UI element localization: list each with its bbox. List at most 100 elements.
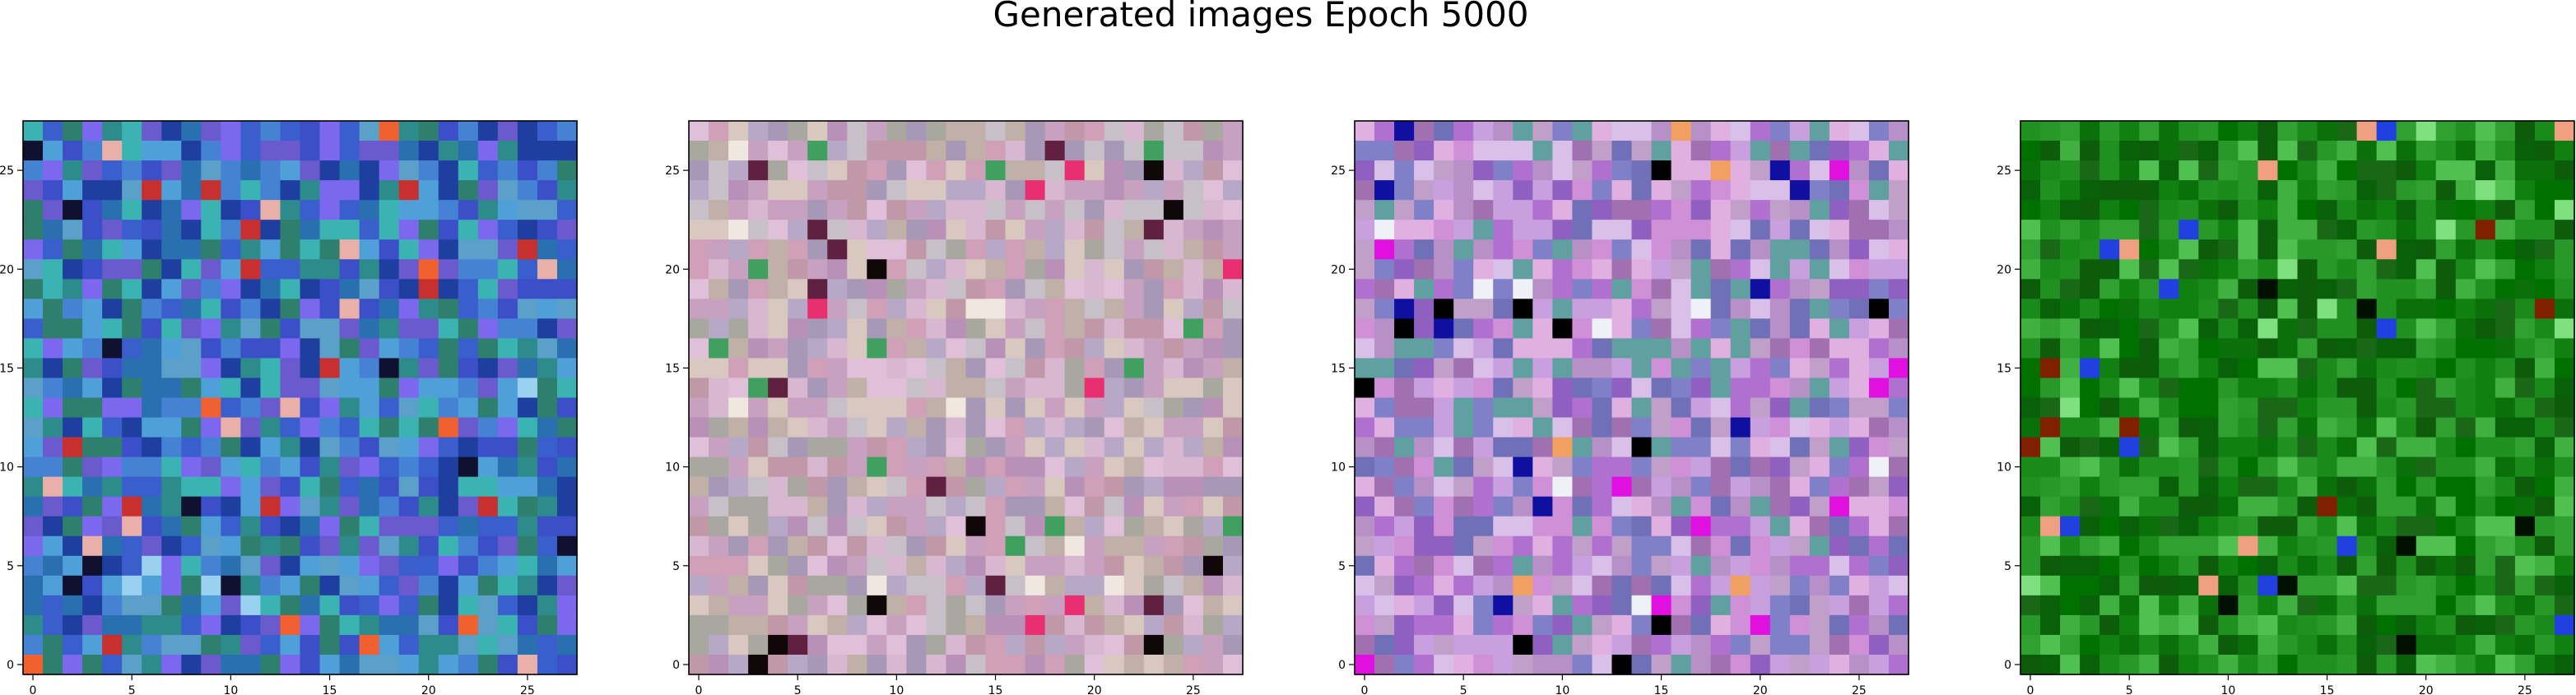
pixel [1789,496,1811,517]
pixel [1532,200,1553,220]
pixel [1473,417,1494,438]
pixel [1143,654,1165,675]
pixel [221,180,241,201]
pixel [1025,378,1046,399]
pixel [946,476,967,498]
pixel [1183,535,1204,557]
pixel [1104,318,1125,339]
pixel [319,259,341,280]
pixel [1025,338,1046,359]
pixel [2514,555,2536,577]
pixel [2475,397,2496,419]
pixel [260,516,281,537]
pixel [398,575,420,596]
pixel [2475,259,2496,280]
pixel [477,456,499,478]
pixel [379,259,400,280]
pixel [23,200,44,220]
pixel [946,516,967,537]
pixel [2337,141,2358,161]
pixel [1104,397,1125,419]
pixel [1064,358,1086,379]
pixel [946,200,967,220]
pixel [1552,259,1573,280]
pixel [2495,417,2516,438]
pixel [2514,121,2536,141]
pixel [1631,496,1653,517]
pixel [2238,180,2259,201]
pixel [1868,239,1890,260]
pixel [23,417,44,438]
pixel [1064,634,1086,656]
pixel [300,456,321,478]
pixel [1123,417,1145,438]
pixel [2455,338,2476,359]
pixel [827,516,848,537]
pixel [438,496,459,517]
pixel [867,456,887,478]
pixel [359,476,380,498]
pixel [1710,575,1732,596]
pixel [1414,397,1434,419]
pixel [689,180,709,201]
pixel [2396,417,2417,438]
pixel [537,496,558,517]
pixel [438,595,459,616]
pixel [379,496,400,517]
pixel [2119,338,2140,359]
pixel [1084,338,1105,359]
pixel [122,279,142,299]
pixel [2416,535,2437,557]
x-tick-label: 15 [323,684,337,695]
pixel [2277,220,2299,240]
pixel [1809,397,1830,419]
pixel [260,220,281,240]
pixel [2435,654,2457,675]
pixel [827,654,848,675]
pixel [537,141,558,161]
pixel [2396,654,2417,675]
pixel [946,160,967,181]
pixel [2396,220,2417,240]
pixel [1473,121,1494,141]
pixel [1690,417,1712,438]
pixel [965,476,987,498]
pixel [1611,397,1633,419]
pixel [1730,654,1751,675]
pixel [556,614,578,636]
pixel [2376,496,2397,517]
pixel [2317,456,2338,478]
pixel [1868,496,1890,517]
pixel [1183,279,1204,299]
pixel [379,456,400,478]
pixel [2337,318,2358,339]
pixel [2020,358,2041,379]
pixel [300,614,321,636]
pixel [1730,318,1751,339]
pixel [2534,318,2555,339]
pixel [2119,141,2140,161]
pixel [748,141,769,161]
pixel [240,437,262,458]
pixel [2475,160,2496,181]
pixel [221,476,241,498]
pixel [2020,180,2041,201]
pixel [827,358,848,379]
pixel [2396,200,2417,220]
pixel [1163,417,1184,438]
pixel [2257,220,2279,240]
pixel [867,299,887,319]
pixel [1671,437,1692,458]
pixel [1829,318,1850,339]
pixel [1222,220,1244,240]
pixel [2060,338,2081,359]
pixel [537,397,558,419]
pixel [82,496,103,517]
pixel [2455,259,2476,280]
pixel [946,239,967,260]
pixel [1789,180,1811,201]
pixel [1222,259,1244,280]
pixel [438,378,459,399]
pixel [2396,516,2417,537]
pixel [458,595,479,616]
